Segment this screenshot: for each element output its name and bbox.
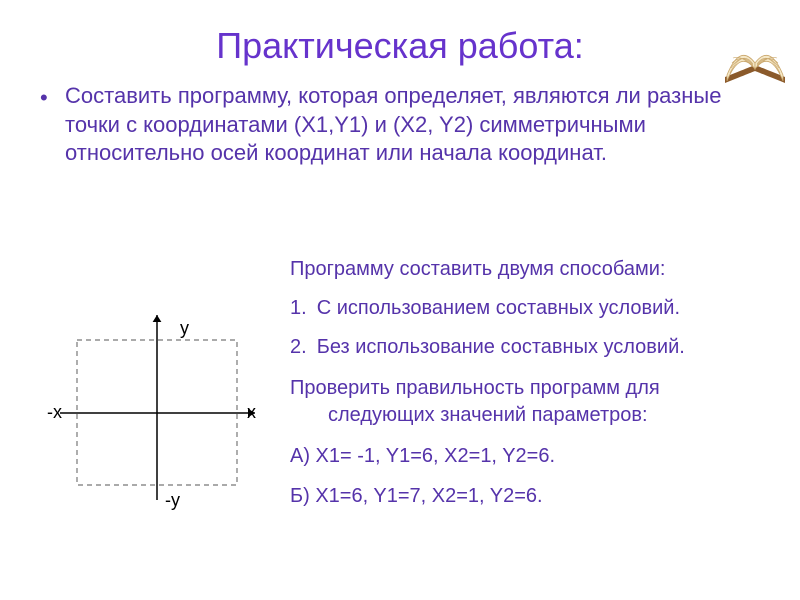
axis-label-x: x	[247, 402, 256, 423]
verify-line-1: Проверить правильность программ для	[290, 375, 795, 402]
method-item-1: 1. С использованием составных условий.	[290, 297, 680, 320]
task-description: Составить программу, которая определяет,…	[0, 82, 800, 168]
verify-text: Проверить правильность программ дляследу…	[290, 375, 795, 429]
method-item-2: 2. Без использование составных условий.	[290, 336, 685, 359]
item-number: 1.	[290, 297, 307, 319]
axis-label-neg-x: -x	[47, 402, 62, 423]
axis-label-y: y	[180, 318, 189, 339]
test-case-a: А) X1= -1, Y1=6, X2=1, Y2=6.	[290, 445, 555, 468]
item-text: С использованием составных условий.	[317, 297, 680, 319]
slide-title: Практическая работа:	[0, 0, 800, 82]
item-text: Без использование составных условий.	[317, 336, 685, 358]
methods-subtitle: Программу составить двумя способами:	[290, 258, 665, 281]
test-case-b: Б) X1=6, Y1=7, X2=1, Y2=6.	[290, 485, 543, 508]
item-number: 2.	[290, 336, 307, 358]
task-text: Составить программу, которая определяет,…	[65, 83, 721, 165]
verify-line-2: следующих значений параметров:	[290, 402, 795, 429]
axis-label-neg-y: -y	[165, 490, 180, 511]
coordinate-diagram: y x -x -y	[35, 300, 265, 520]
